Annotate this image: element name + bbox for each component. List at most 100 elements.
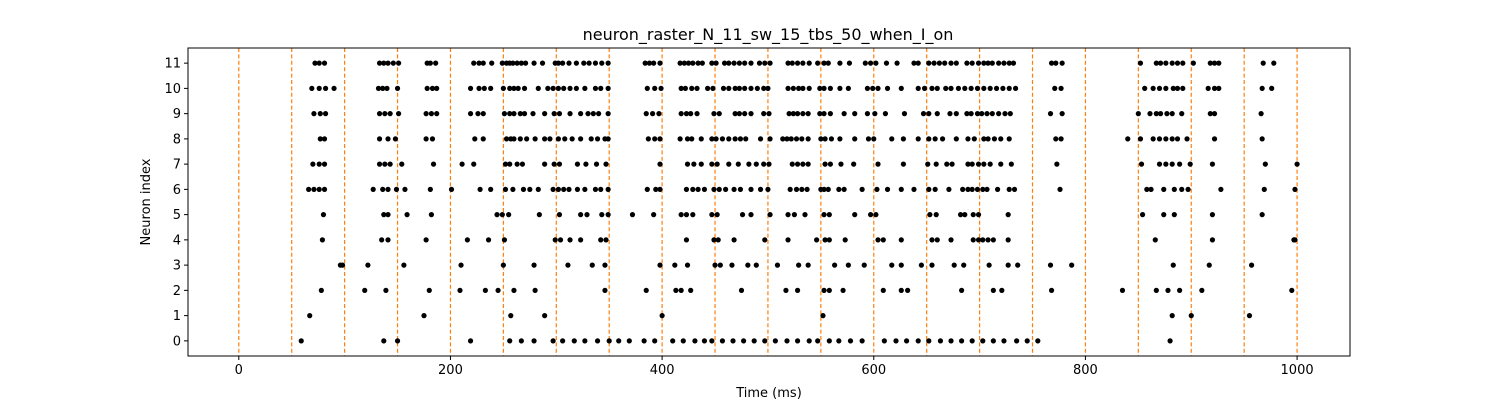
spike-point <box>805 161 811 167</box>
spike-point <box>947 111 953 117</box>
spike-point <box>960 186 966 192</box>
spike-point <box>836 338 842 344</box>
y-tick-label: 4 <box>173 233 181 248</box>
spike-point <box>500 262 506 268</box>
spike-point <box>974 186 981 192</box>
spike-point <box>739 212 746 218</box>
spike-point <box>901 111 908 117</box>
spike-point <box>962 212 968 218</box>
spike-point <box>1150 136 1156 142</box>
spike-point <box>859 186 865 192</box>
spike-point <box>1137 136 1144 142</box>
spike-point <box>826 237 832 243</box>
spike-point <box>991 136 998 142</box>
spike-point <box>1137 60 1144 66</box>
spike-point <box>871 136 877 142</box>
spike-point <box>1006 60 1012 66</box>
spike-point <box>401 262 407 268</box>
spike-point <box>984 186 990 192</box>
spike-point <box>920 111 927 117</box>
spike-point <box>673 287 679 293</box>
spike-point <box>985 136 991 142</box>
spike-point <box>784 136 790 142</box>
spike-point <box>1206 262 1212 268</box>
spike-point <box>964 111 970 117</box>
spike-point <box>1161 212 1167 218</box>
spike-point <box>510 186 516 192</box>
spike-point <box>471 161 477 167</box>
spike-point <box>1248 262 1255 268</box>
spike-point <box>1058 136 1064 142</box>
spike-point <box>573 85 579 91</box>
spike-point <box>480 136 486 142</box>
spike-point <box>926 186 932 192</box>
spike-point <box>847 338 854 344</box>
spike-point <box>841 186 847 192</box>
spike-point <box>317 136 323 142</box>
spike-point <box>567 85 573 91</box>
spike-point <box>994 186 1001 192</box>
spike-point <box>404 212 410 218</box>
spike-point <box>605 136 611 142</box>
spike-point <box>900 161 907 167</box>
spike-point <box>753 161 759 167</box>
spike-point <box>678 287 684 293</box>
spike-point <box>1179 186 1185 192</box>
spike-point <box>814 237 820 243</box>
spike-point <box>726 161 732 167</box>
spike-point <box>514 60 520 66</box>
spike-point <box>1174 60 1181 66</box>
spike-point <box>511 111 517 117</box>
spike-point <box>467 111 474 117</box>
spike-point <box>742 60 748 66</box>
spike-point <box>979 111 985 117</box>
spike-point <box>806 85 812 91</box>
spike-point <box>939 136 946 142</box>
spike-point <box>969 161 975 167</box>
spike-point <box>926 60 932 66</box>
spike-point <box>818 136 824 142</box>
spike-point <box>800 60 806 66</box>
spike-point <box>395 111 402 117</box>
spike-point <box>980 186 986 192</box>
spike-point <box>1006 186 1012 192</box>
spike-point <box>691 161 697 167</box>
spike-point <box>989 111 995 117</box>
spike-point <box>394 85 401 91</box>
spike-point <box>458 262 464 268</box>
spike-point <box>1161 186 1167 192</box>
spike-point <box>990 338 996 344</box>
spike-point <box>701 338 708 344</box>
spike-point <box>321 60 328 66</box>
spike-point <box>872 111 878 117</box>
spike-point <box>688 287 694 293</box>
spike-point <box>683 212 690 218</box>
spike-point <box>943 85 949 91</box>
spike-point <box>737 136 744 142</box>
spike-point <box>989 60 995 66</box>
spike-point <box>929 85 935 91</box>
spike-point <box>694 85 700 91</box>
spike-point <box>840 287 846 293</box>
spike-point <box>820 313 826 319</box>
spike-point <box>805 111 811 117</box>
spike-point <box>423 237 429 243</box>
spike-point <box>670 338 676 344</box>
spike-point <box>683 111 690 117</box>
spike-point <box>780 136 786 142</box>
spike-point <box>1169 111 1175 117</box>
spike-point <box>882 111 889 117</box>
spike-point <box>379 237 385 243</box>
spike-point <box>918 262 924 268</box>
spike-point <box>550 338 556 344</box>
spike-point <box>603 161 609 167</box>
spike-point <box>766 111 772 117</box>
spike-point <box>1001 338 1007 344</box>
spike-point <box>507 85 513 91</box>
spike-point <box>522 60 529 66</box>
spike-point <box>545 85 551 91</box>
spike-point <box>953 136 959 142</box>
spike-point <box>592 85 599 91</box>
spike-point <box>507 338 513 344</box>
spike-point <box>884 85 891 91</box>
